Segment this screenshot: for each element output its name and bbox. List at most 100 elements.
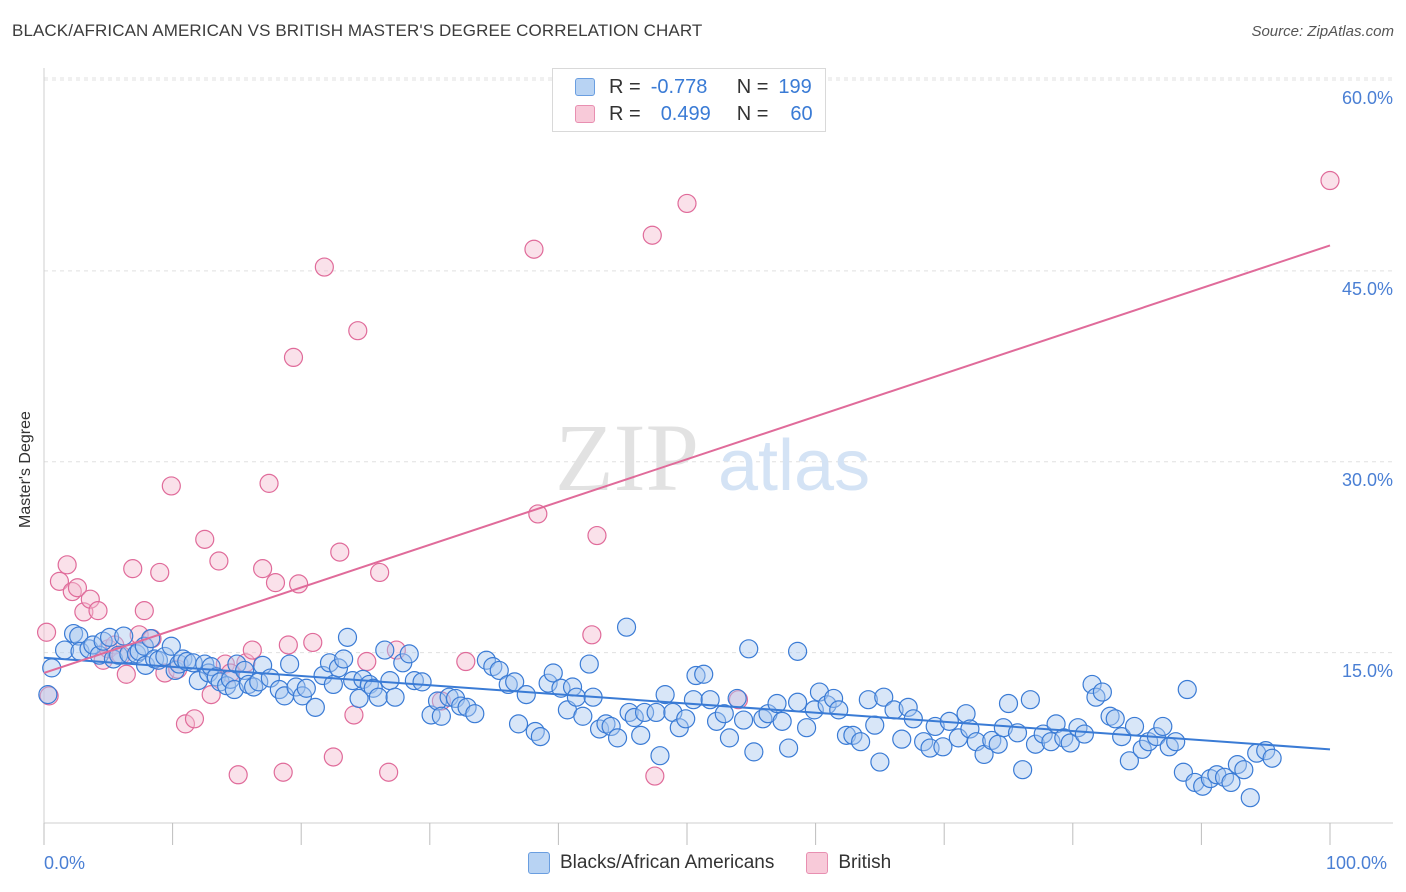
british-point-47 (379, 762, 399, 782)
black-point-68 (399, 644, 419, 664)
series-legend-blue: Blacks/African Americans (528, 852, 774, 874)
black-point-125 (767, 693, 787, 714)
black-point-56 (334, 649, 354, 669)
black-point-171 (1074, 724, 1094, 744)
black-point-198 (1256, 741, 1276, 761)
watermark-zip: ZIP (555, 404, 699, 511)
black-point-88 (538, 673, 558, 693)
black-point-64 (375, 640, 395, 660)
black-point-131 (804, 700, 824, 720)
british-point-24 (195, 529, 215, 549)
legend-pink-n-value: 60 (790, 102, 813, 125)
black-point-65 (380, 671, 400, 691)
british-point-5 (67, 578, 88, 598)
black-point-62 (363, 678, 383, 698)
correlation-legend: R = -0.778 N = 199 R = 0.499 N = 60 (552, 68, 826, 132)
series-pink-swatch (806, 852, 829, 874)
black-point-172 (1082, 674, 1102, 695)
black-point-13 (114, 626, 134, 646)
black-point-102 (619, 702, 639, 723)
british-point-41 (323, 747, 343, 767)
legend-blue-r-label: R = (609, 75, 641, 98)
british-point-26 (209, 551, 229, 571)
black-point-7 (83, 635, 103, 655)
british-point-18 (150, 562, 170, 583)
british-point-55 (642, 225, 662, 245)
black-point-174 (1092, 682, 1112, 702)
black-point-139 (858, 690, 878, 710)
black-point-160 (998, 693, 1019, 714)
british-point-39 (303, 632, 323, 653)
pink-swatch (575, 105, 595, 123)
black-point-112 (683, 690, 704, 710)
british-point-38 (289, 574, 309, 594)
black-point-136 (836, 725, 857, 745)
black-point-121 (739, 639, 759, 659)
black-point-130 (796, 718, 817, 738)
black-point-101 (616, 617, 637, 637)
british-point-44 (348, 321, 368, 341)
black-point-187 (1177, 679, 1197, 700)
british-points (36, 170, 1340, 786)
black-point-169 (1060, 733, 1080, 753)
black-point-144 (892, 729, 912, 749)
black-point-141 (870, 752, 890, 772)
series-pink-label: British (838, 852, 892, 873)
gridlines (44, 77, 1393, 654)
british-point-51 (524, 239, 544, 259)
black-point-97 (589, 719, 610, 739)
black-point-175 (1100, 706, 1120, 726)
black-point-199 (1262, 748, 1282, 768)
black-point-176 (1105, 709, 1125, 729)
british-point-59 (728, 690, 749, 710)
black-point-111 (676, 709, 696, 729)
black-point-145 (898, 697, 918, 717)
black-point-105 (634, 702, 655, 723)
black-point-194 (1227, 755, 1248, 775)
black-point-183 (1153, 716, 1173, 737)
black-point-85 (516, 685, 536, 705)
black-point-162 (1013, 760, 1033, 780)
legend-blue-n-value: 199 (778, 75, 812, 98)
black-point-116 (706, 711, 727, 731)
black-point-163 (1020, 690, 1040, 710)
black-point-0 (38, 685, 58, 705)
black-point-134 (824, 688, 844, 709)
black-point-140 (865, 715, 885, 735)
british-point-7 (80, 589, 100, 609)
black-point-55 (328, 658, 349, 678)
black-point-179 (1124, 716, 1145, 737)
black-point-193 (1221, 772, 1241, 793)
black-point-63 (368, 687, 388, 707)
black-point-87 (530, 727, 550, 747)
legend-pink-n-label: N = (736, 102, 769, 125)
black-point-29 (188, 671, 208, 691)
black-point-164 (1025, 734, 1046, 754)
black-point-95 (579, 654, 599, 674)
black-point-129 (787, 641, 808, 661)
legend-pink-r-value: 0.499 (660, 102, 711, 125)
british-point-0 (36, 622, 57, 642)
series-legend: Blacks/African Americans British (528, 852, 923, 874)
british-point-40 (314, 257, 334, 277)
black-point-73 (431, 706, 451, 726)
black-point-168 (1054, 728, 1074, 748)
black-point-19 (141, 629, 161, 649)
black-point-126 (772, 711, 792, 731)
black-point-166 (1041, 732, 1061, 752)
british-point-8 (88, 601, 108, 621)
black-point-53 (319, 653, 340, 673)
black-point-104 (631, 725, 651, 745)
x-tick-marks (43, 823, 1331, 845)
black-point-120 (733, 710, 754, 730)
black-point-150 (933, 737, 953, 757)
black-point-38 (227, 654, 247, 674)
y-tick-label-1: 30.0% (1341, 469, 1393, 490)
legend-blue-r-value: -0.778 (650, 75, 708, 98)
black-point-98 (596, 714, 616, 734)
black-point-106 (646, 702, 666, 723)
black-point-189 (1193, 776, 1213, 796)
british-point-50 (456, 651, 476, 672)
black-point-71 (421, 705, 441, 725)
